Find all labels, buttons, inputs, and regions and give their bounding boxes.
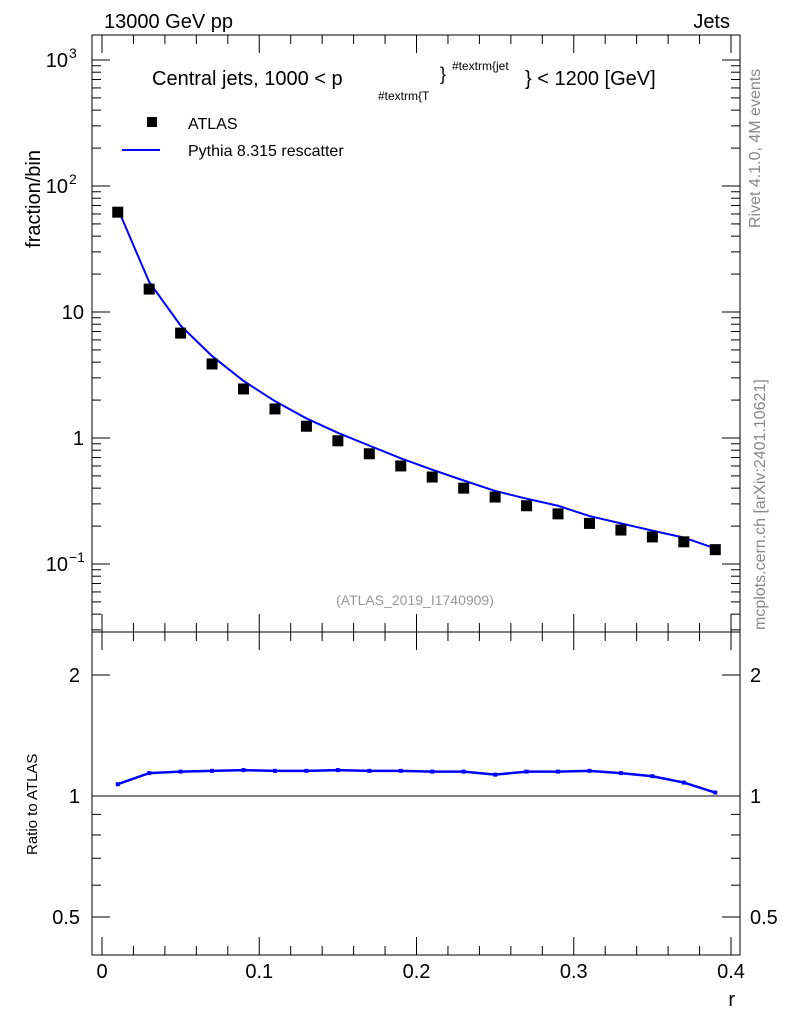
energy-label: 13000 GeV pp xyxy=(104,11,233,33)
atlas-data-point xyxy=(615,524,627,536)
y-tick-label: 10 xyxy=(46,176,68,198)
ratio-point xyxy=(618,771,623,776)
process-label: Jets xyxy=(693,11,730,33)
ratio-point xyxy=(681,780,686,785)
ratio-plot-frame xyxy=(91,631,741,956)
atlas-data-point xyxy=(269,403,281,415)
ratio-y-tick-label-left: 1 xyxy=(69,786,80,808)
ratio-y-tick-label-right: 1 xyxy=(750,786,761,808)
ratio-point xyxy=(272,768,277,773)
ratio-point xyxy=(178,769,183,774)
y-axis-label: fraction/bin xyxy=(23,150,45,248)
y-tick-label-exponent: 3 xyxy=(69,45,77,61)
x-tick-label: 0.1 xyxy=(245,961,273,983)
ratio-line xyxy=(117,768,716,794)
pythia-line xyxy=(116,208,716,550)
atlas-data-point xyxy=(678,536,690,548)
ratio-point xyxy=(524,769,529,774)
legend-atlas-label: ATLAS xyxy=(188,116,238,133)
y-tick-label: 10 xyxy=(46,50,68,72)
ratio-point xyxy=(556,769,561,774)
ratio-point xyxy=(398,768,403,773)
ratio-point xyxy=(493,772,498,777)
main-series xyxy=(112,206,721,556)
ratio-point xyxy=(587,768,592,773)
plot-title: Central jets, 1000 < p #textrm{T } #text… xyxy=(152,59,656,103)
x-tick-label: 0 xyxy=(96,961,107,983)
y-tick-label: 10 xyxy=(62,302,84,324)
y-tick-label: 1 xyxy=(73,428,84,450)
atlas-data-point xyxy=(143,283,155,295)
ratio-y-tick-label-right: 2 xyxy=(750,665,761,687)
atlas-data-point xyxy=(709,544,721,556)
title-superscript: #textrm{jet xyxy=(452,59,509,73)
y-tick-label: 10 xyxy=(46,554,68,576)
ratio-point xyxy=(210,768,215,773)
ratio-point xyxy=(335,768,340,773)
x-axis-label: r xyxy=(728,989,735,1011)
legend-pythia-label: Pythia 8.315 rescatter xyxy=(188,143,344,160)
ratio-point xyxy=(650,774,655,779)
ratio-point xyxy=(115,782,120,787)
title-main: Central jets, 1000 < p xyxy=(152,68,343,90)
atlas-data-point xyxy=(112,206,124,218)
ratio-tick-labels: 2 2 1 1 0.5 0.5 0 0.1 0.2 0.3 0.4 xyxy=(52,665,778,983)
rivet-label: Rivet 4.1.0, 4M events xyxy=(747,69,764,228)
title-brace: } xyxy=(440,64,446,84)
legend: ATLAS Pythia 8.315 rescatter xyxy=(122,116,344,160)
atlas-data-point xyxy=(552,508,564,520)
main-axis-ticks xyxy=(92,35,740,632)
ratio-y-tick-label-left: 0.5 xyxy=(52,907,80,929)
ratio-y-tick-label-right: 0.5 xyxy=(750,907,778,929)
title-tail: } < 1200 [GeV] xyxy=(525,68,656,90)
atlas-data-point xyxy=(300,420,312,432)
ratio-point xyxy=(461,769,466,774)
atlas-data-point xyxy=(583,517,595,529)
ratio-point xyxy=(430,769,435,774)
y-tick-label-exponent: −1 xyxy=(69,549,85,565)
atlas-data-point xyxy=(426,471,438,483)
x-tick-label: 0.3 xyxy=(560,961,588,983)
x-tick-label: 0.4 xyxy=(717,961,745,983)
ratio-series xyxy=(115,768,718,795)
atlas-data-point xyxy=(395,460,407,472)
ratio-point xyxy=(147,771,152,776)
ratio-point xyxy=(367,768,372,773)
atlas-data-point xyxy=(363,448,375,460)
x-tick-label: 0.2 xyxy=(403,961,431,983)
atlas-data-point xyxy=(175,327,187,339)
atlas-data-point xyxy=(489,491,501,503)
source-label: mcplots.cern.ch [arXiv:2401.10621] xyxy=(752,379,769,630)
atlas-data-point xyxy=(238,383,250,395)
ratio-y-axis-label: Ratio to ATLAS xyxy=(24,754,41,855)
atlas-data-point xyxy=(521,500,533,512)
ratio-point xyxy=(241,768,246,773)
atlas-data-point xyxy=(458,482,470,494)
ratio-y-tick-label-left: 2 xyxy=(69,665,80,687)
y-tick-label-exponent: 2 xyxy=(69,171,77,187)
analysis-watermark: (ATLAS_2019_I1740909) xyxy=(336,592,494,608)
atlas-data-point xyxy=(206,358,218,370)
title-subscript: #textrm{T xyxy=(378,89,430,103)
ratio-point xyxy=(713,790,718,795)
atlas-data-point xyxy=(332,435,344,447)
atlas-data-point xyxy=(646,531,658,543)
legend-atlas-marker xyxy=(147,117,157,127)
ratio-axis-ticks xyxy=(92,632,740,955)
ratio-point xyxy=(304,768,309,773)
